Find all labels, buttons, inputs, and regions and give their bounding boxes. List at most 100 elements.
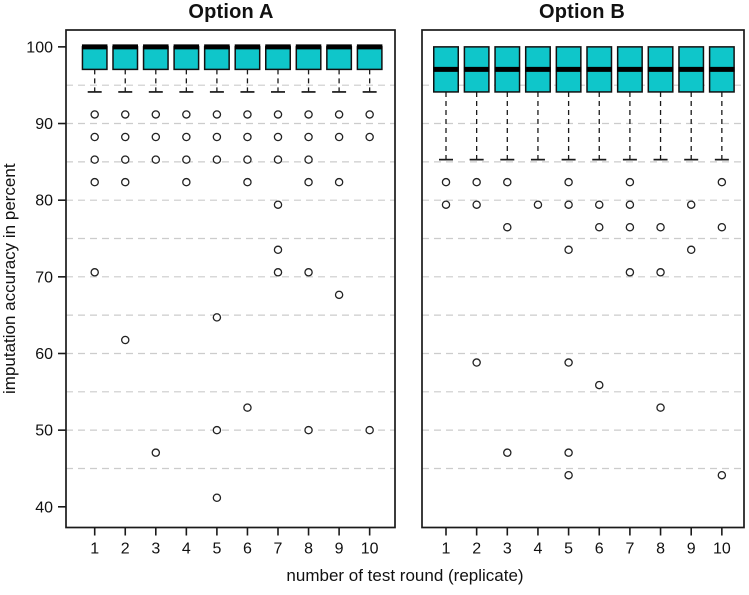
outlier-point [564,470,573,480]
x-tick-label: 9 [687,541,696,558]
x-tick-label: 10 [713,541,731,558]
outlier-point [564,358,573,367]
outlier-point [686,200,696,209]
outlier-point [182,132,191,142]
outlier-point [243,110,252,119]
y-tick-label: 100 [26,39,53,56]
x-tick-label: 1 [442,541,451,558]
outlier-point [212,155,222,164]
outlier-point [717,470,727,480]
x-tick-label: 4 [182,541,191,558]
outlier-point [182,155,191,164]
outlier-point [625,222,635,232]
y-axis-label: imputation accuracy in percent [0,163,19,395]
outlier-point [212,493,222,503]
outlier-point [717,222,727,232]
outlier-point [595,380,604,390]
outlier-point [273,200,283,209]
x-tick-label: 1 [90,541,99,558]
outlier-point [334,132,344,142]
x-tick-label: 2 [121,541,130,558]
y-tick-label: 90 [35,116,53,133]
y-tick-label: 70 [35,269,53,286]
outlier-point [304,132,313,142]
x-tick-label: 3 [151,541,160,558]
outlier-point [121,177,130,187]
x-tick-label: 5 [564,541,573,558]
box [173,46,200,71]
box [265,46,291,71]
outlier-point [717,177,727,187]
outlier-point [151,132,161,142]
panel-b-title: Option B [538,1,626,23]
x-axis-label: number of test round (replicate) [286,566,524,585]
outlier-point [304,425,313,435]
box [142,46,169,71]
outlier-point [90,155,99,164]
outlier-point [564,177,573,187]
outlier-point [656,222,665,232]
outlier-point [564,200,573,209]
panel-b: 1 2 3 4 5 6 7 8 9 10 [421,29,745,558]
outlier-point [503,222,512,232]
x-tick-label: 6 [595,541,604,558]
box [326,46,353,71]
outlier-point [243,403,252,412]
outlier-point [472,200,481,209]
outlier-point [503,177,512,187]
outlier-point [273,132,283,142]
box [81,46,108,71]
y-tick-label: 40 [35,499,53,516]
outlier-point [656,268,665,277]
x-tick-label: 6 [243,541,252,558]
outlier-point [334,110,344,119]
outlier-point [212,110,222,119]
outlier-point [121,132,130,142]
outlier-point [90,110,99,119]
outlier-point [334,290,344,300]
outlier-point [656,403,665,412]
outlier-point [686,245,696,255]
box [234,46,261,71]
x-tick-label: 9 [335,541,344,558]
outlier-point [304,177,313,187]
outlier-point [365,132,374,142]
y-tick-label: 50 [35,423,53,440]
x-tick-label: 3 [503,541,512,558]
x-tick-label: 10 [361,541,379,558]
x-tick-label: 7 [274,541,283,558]
y-tick-label: 60 [35,346,53,363]
outlier-point [304,268,313,277]
outlier-point [243,177,252,187]
box [356,46,383,71]
x-tick-label: 7 [625,541,634,558]
outlier-point [90,177,99,187]
panel-frame [65,29,396,529]
outlier-point [441,177,451,187]
outlier-point [90,132,99,142]
panel-a-title: Option A [188,1,274,23]
outlier-point [365,110,374,119]
outlier-point [182,110,191,119]
outlier-point [151,448,161,457]
outlier-point [503,448,512,457]
outlier-point [472,177,481,187]
outlier-point [564,245,573,255]
outlier-point [533,200,543,209]
box [295,46,322,71]
box [203,46,230,71]
outlier-point [121,335,130,345]
outlier-point [334,177,344,187]
outlier-point [625,177,635,187]
outlier-point [121,155,130,164]
x-tick-label: 8 [304,541,313,558]
outlier-point [273,245,283,255]
x-tick-label: 4 [533,541,542,558]
outlier-point [273,110,283,119]
x-tick-label: 5 [212,541,221,558]
outlier-point [441,200,451,209]
outlier-point [273,155,283,164]
outlier-point [212,132,222,142]
outlier-point [182,177,191,187]
